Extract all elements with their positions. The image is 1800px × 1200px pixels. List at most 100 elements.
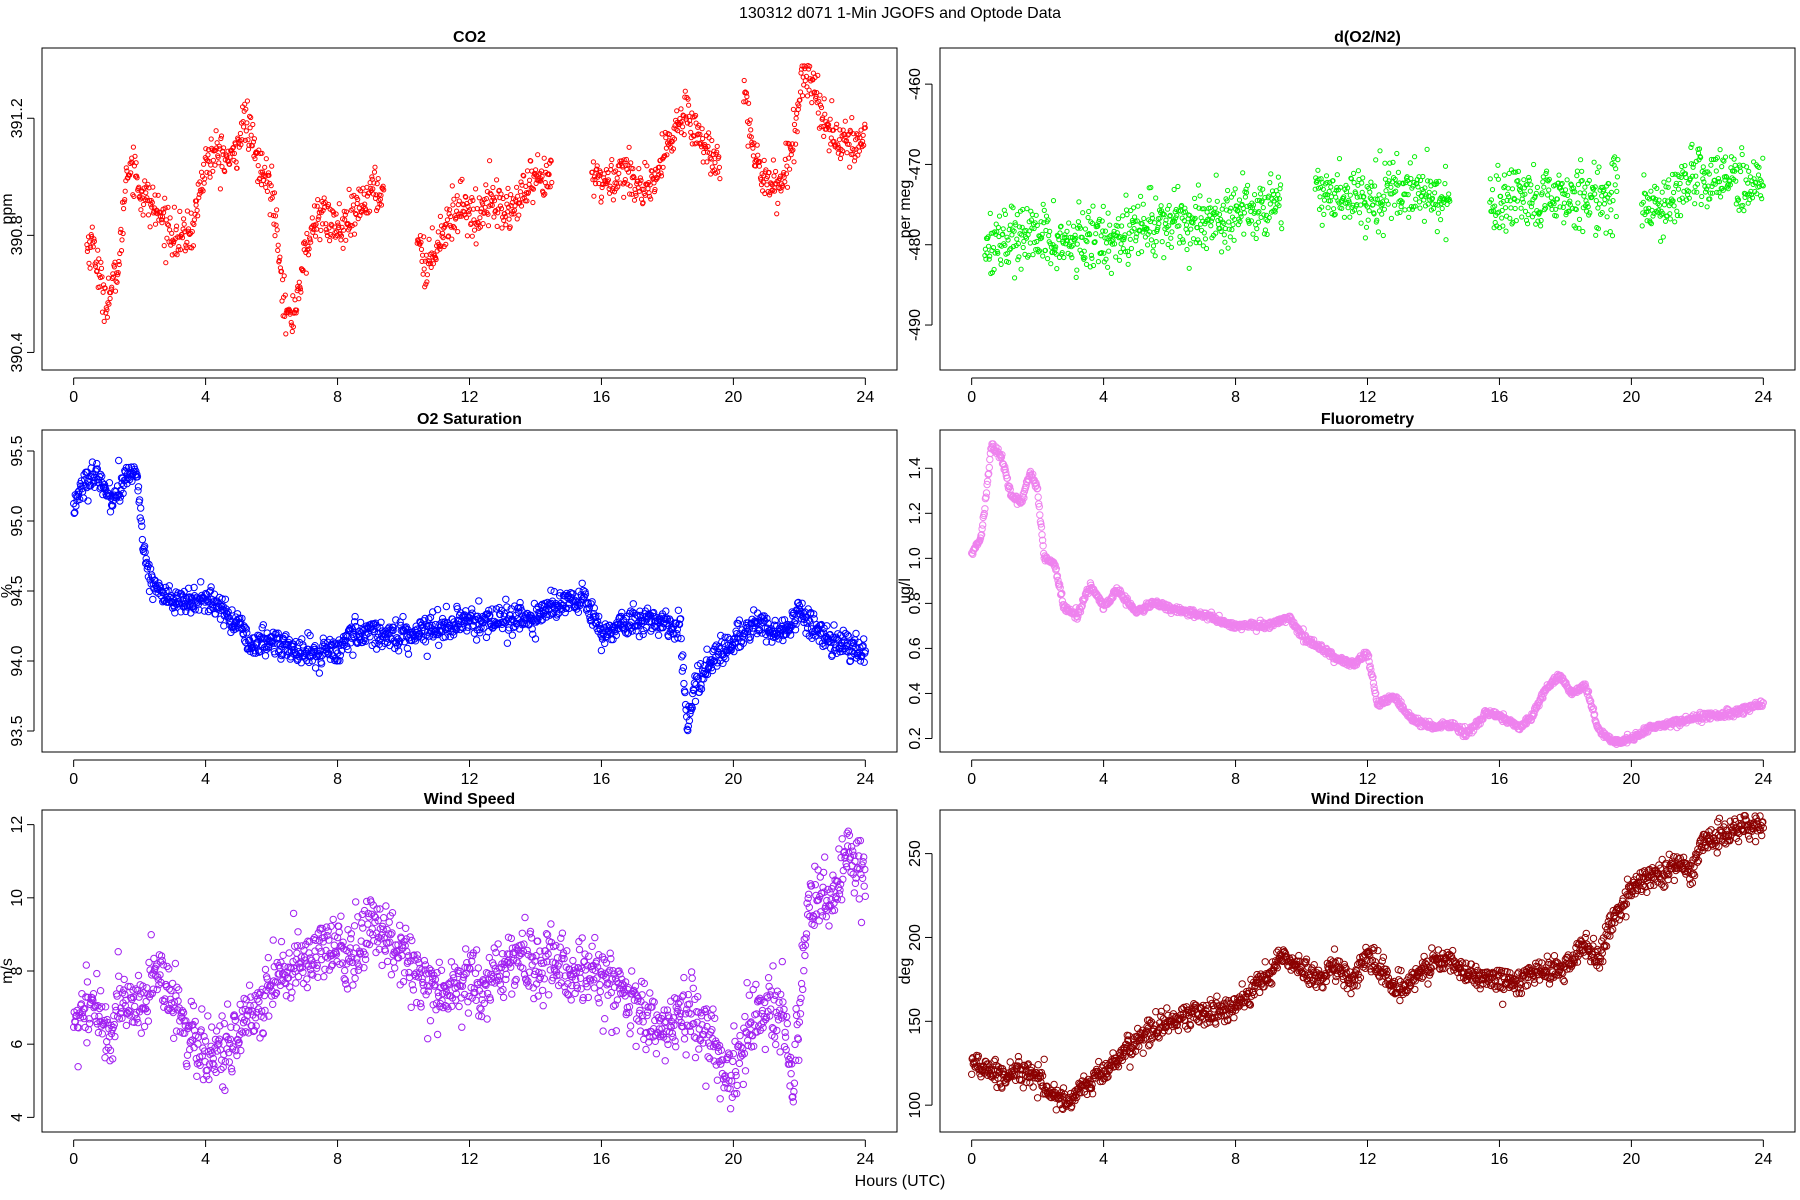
co2-point [715, 169, 721, 175]
co2-point [618, 158, 625, 164]
o2n2-point [1054, 266, 1060, 272]
co2-point [463, 194, 469, 200]
co2-point [708, 156, 714, 162]
o2n2-point [1126, 252, 1132, 259]
o2n2-point [1373, 157, 1379, 163]
o2n2-point [1089, 220, 1096, 226]
o2n2-point [1218, 228, 1224, 234]
co2-point [267, 212, 273, 218]
co2-point [131, 193, 137, 199]
co2-point [90, 244, 96, 250]
co2-point [342, 217, 348, 223]
co2-point [664, 152, 670, 158]
co2-point [371, 169, 378, 175]
co2-point [627, 183, 633, 189]
co2-point [634, 181, 640, 187]
o2n2-point [1001, 207, 1007, 213]
o2n2-point [1434, 229, 1440, 235]
co2-point [86, 260, 92, 266]
co2-point [815, 72, 821, 79]
o2n2-point [1007, 247, 1013, 253]
o2sat-x-tick-label: 12 [461, 771, 479, 788]
o2n2-point [1228, 205, 1234, 211]
o2n2-point [1376, 192, 1382, 198]
o2sat-y-tick-label: 93.5 [9, 715, 26, 746]
o2n2-point [1128, 207, 1134, 214]
o2n2-point [1593, 232, 1599, 238]
co2-point [243, 128, 249, 134]
co2-point [244, 120, 250, 126]
co2-point [237, 130, 243, 137]
co2-point [767, 192, 773, 198]
co2-point [315, 216, 321, 222]
co2-point [680, 124, 686, 130]
o2n2-point [1661, 202, 1668, 208]
o2sat-point [674, 606, 683, 614]
fluor-x-tick-label: 8 [1231, 771, 1240, 788]
co2-point [247, 113, 253, 120]
co2-point [679, 118, 685, 125]
o2n2-point [1070, 223, 1077, 229]
co2-point [272, 233, 278, 239]
co2-point [826, 122, 832, 128]
co2-point [183, 242, 189, 248]
co2-point [834, 121, 840, 127]
co2-point [861, 142, 867, 148]
co2-point [113, 278, 119, 284]
co2-point [489, 202, 495, 208]
o2n2-point [1039, 235, 1045, 241]
o2n2-point [1103, 256, 1109, 262]
o2n2-point [1148, 237, 1155, 243]
co2-point [248, 114, 254, 121]
co2-point [775, 200, 781, 206]
o2n2-point [1124, 212, 1130, 218]
o2sat-point [472, 636, 481, 644]
o2n2-point [1388, 215, 1395, 221]
o2sat-point [356, 618, 365, 627]
co2-point [607, 190, 613, 196]
o2n2-point [1109, 238, 1115, 244]
o2n2-point [1545, 192, 1551, 198]
co2-point [169, 230, 175, 236]
o2n2-point [1741, 208, 1747, 214]
co2-point [422, 284, 428, 290]
co2-point [780, 183, 786, 189]
o2sat-point [679, 651, 687, 659]
co2-point [275, 247, 281, 253]
co2-point [281, 273, 287, 279]
co2-point [647, 193, 653, 200]
co2-point [480, 221, 486, 227]
o2n2-point [1639, 223, 1645, 229]
o2sat-point [860, 658, 868, 666]
co2-point [518, 179, 524, 185]
co2-point [320, 221, 326, 227]
co2-point [652, 186, 658, 193]
fluor-point [985, 463, 993, 472]
co2-point [161, 243, 167, 249]
co2-point [93, 259, 99, 265]
o2sat-point [597, 646, 606, 655]
o2sat-x-tick-label: 8 [333, 771, 342, 788]
co2-point [849, 115, 855, 121]
co2-x-tick-label: 24 [856, 389, 874, 406]
o2n2-point [1728, 154, 1735, 160]
o2n2-point [1067, 234, 1073, 240]
o2n2-point [1149, 215, 1156, 221]
co2-point [355, 196, 361, 203]
o2n2-point [1004, 234, 1010, 240]
co2-x-tick-label: 0 [69, 389, 78, 406]
co2-point [212, 162, 218, 168]
co2-point [145, 212, 152, 218]
o2n2-point [1049, 249, 1056, 255]
co2-point [212, 147, 219, 153]
o2sat-x-tick-label: 4 [201, 771, 210, 788]
o2n2-point [1045, 217, 1051, 223]
co2-point [246, 142, 252, 148]
co2-point [850, 131, 857, 137]
co2-point [608, 162, 614, 169]
o2n2-point [992, 229, 998, 235]
co2-point [503, 194, 509, 200]
o2n2-point [1213, 230, 1219, 236]
co2-point [774, 211, 780, 217]
